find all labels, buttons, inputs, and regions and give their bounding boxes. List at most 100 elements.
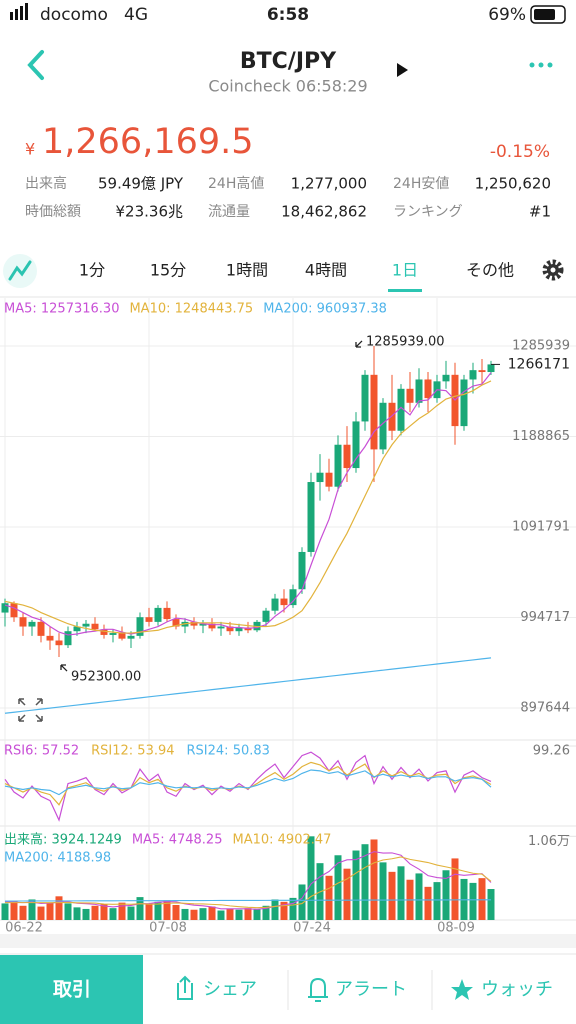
tab[interactable]: 1日 xyxy=(392,261,418,280)
volume-bar xyxy=(379,862,387,920)
candle-body xyxy=(307,482,315,552)
candle-body xyxy=(478,370,486,373)
tab[interactable]: 1分 xyxy=(79,261,105,280)
volume-bar xyxy=(469,882,477,920)
volume-bar xyxy=(37,906,45,920)
legend-entry: RSI6: 57.52 xyxy=(4,744,79,759)
y-tick-label: 1188865 xyxy=(512,429,570,444)
candle-body xyxy=(379,402,387,450)
stats: 出来高 59.49億 JPY 24H高値 1,277,000 24H安値 1,250,62… xyxy=(25,175,551,221)
x-tick-label: 07-08 xyxy=(149,921,187,936)
candle-body xyxy=(64,631,72,646)
legend-entry: MA200: 4188.98 xyxy=(4,851,111,866)
chart-type-button[interactable] xyxy=(8,260,32,281)
tab[interactable]: 4時間 xyxy=(305,261,347,280)
volume-bar xyxy=(109,908,117,920)
candle-body xyxy=(226,626,234,632)
volume-bar xyxy=(424,886,432,920)
candle-body xyxy=(397,388,405,431)
legend-entry: MA5: 4748.25 xyxy=(132,833,223,848)
last-price: 1,266,169.5 xyxy=(42,122,254,162)
expand-arrow xyxy=(35,698,43,706)
stat-label: 出来高 xyxy=(25,175,67,192)
candle-body xyxy=(235,627,243,632)
watch-button[interactable]: ウォッチ xyxy=(451,979,553,1000)
play-button[interactable] xyxy=(397,63,408,77)
candle-body xyxy=(10,603,18,618)
stat-value: 59.49億 JPY xyxy=(98,175,184,193)
legend-entry: MA10: 4902.47 xyxy=(232,833,331,848)
candle-body xyxy=(280,598,288,606)
bell-icon xyxy=(308,977,328,1002)
signal-icon xyxy=(25,3,28,20)
volume-bar xyxy=(181,908,189,920)
volume-bar xyxy=(136,897,144,920)
candle-body xyxy=(217,626,225,629)
charts: 06-22 07-08 07-24 08-09 1285939 1188865 109179… xyxy=(0,298,576,936)
expand-button[interactable] xyxy=(18,698,43,722)
candle-body xyxy=(163,607,171,620)
volume-bar xyxy=(100,904,108,920)
volume-bar xyxy=(397,866,405,920)
ma-line xyxy=(4,380,492,634)
network: 4G xyxy=(124,5,148,25)
candle-body xyxy=(442,374,450,382)
ma-line xyxy=(4,657,492,714)
volume-bar xyxy=(271,899,279,920)
battery-icon xyxy=(530,5,566,24)
candle-body xyxy=(109,633,117,635)
last-price-box xyxy=(500,354,576,375)
candle-body xyxy=(316,472,324,483)
settings-button[interactable] xyxy=(542,259,564,281)
back-button[interactable] xyxy=(27,50,44,80)
volume-bar xyxy=(154,901,162,920)
more-button[interactable] xyxy=(529,62,553,68)
candle-body xyxy=(118,633,126,639)
candle-body xyxy=(370,374,378,450)
candle-body xyxy=(262,610,270,622)
volume-bar xyxy=(487,889,495,920)
legend-entry: MA200: 960937.38 xyxy=(263,302,387,317)
candle-body xyxy=(343,444,351,469)
stat-value: 1,250,620 xyxy=(475,175,551,193)
candle-body xyxy=(154,607,162,622)
alert-button[interactable]: アラート xyxy=(308,977,407,1002)
candle-body xyxy=(325,472,333,487)
expand-arrow xyxy=(18,714,26,722)
trade-button[interactable] xyxy=(0,955,143,1024)
volume-bar xyxy=(262,905,270,920)
tab[interactable]: 1時間 xyxy=(226,261,268,280)
volume-bar xyxy=(352,850,360,920)
volume-bar xyxy=(1,903,9,920)
volume-bar xyxy=(64,903,72,920)
share-button[interactable]: シェア xyxy=(177,975,257,1000)
volume-bar xyxy=(442,870,450,920)
annotation-arrow xyxy=(355,340,363,348)
ma-line xyxy=(4,761,492,806)
signal-icon xyxy=(20,6,23,20)
tab[interactable]: 15分 xyxy=(150,261,186,280)
candle-body xyxy=(46,635,54,641)
stat-value: #1 xyxy=(529,203,551,221)
volume-bar xyxy=(226,908,234,920)
candle-body xyxy=(415,379,423,403)
volume-bar xyxy=(190,909,198,920)
signal-icon xyxy=(15,9,18,20)
candle-body xyxy=(487,364,495,373)
volume-bar xyxy=(451,858,459,920)
tab[interactable]: その他 xyxy=(466,261,514,280)
candle-body xyxy=(289,589,297,606)
volume-bar xyxy=(199,908,207,920)
volume-bar xyxy=(55,896,63,920)
battery-level xyxy=(534,9,555,20)
candle-body xyxy=(100,629,108,635)
y-tick-label: 1091791 xyxy=(512,519,570,534)
volume-bar xyxy=(217,910,225,920)
volume-bar xyxy=(361,844,369,920)
ma-line xyxy=(4,899,492,902)
alert-label: アラート xyxy=(335,979,407,1000)
battery-percent: 69% xyxy=(488,5,526,25)
pair-title: BTC/JPY xyxy=(240,49,337,74)
x-tick-label: 06-22 xyxy=(5,921,43,936)
carrier: docomo xyxy=(40,5,108,25)
